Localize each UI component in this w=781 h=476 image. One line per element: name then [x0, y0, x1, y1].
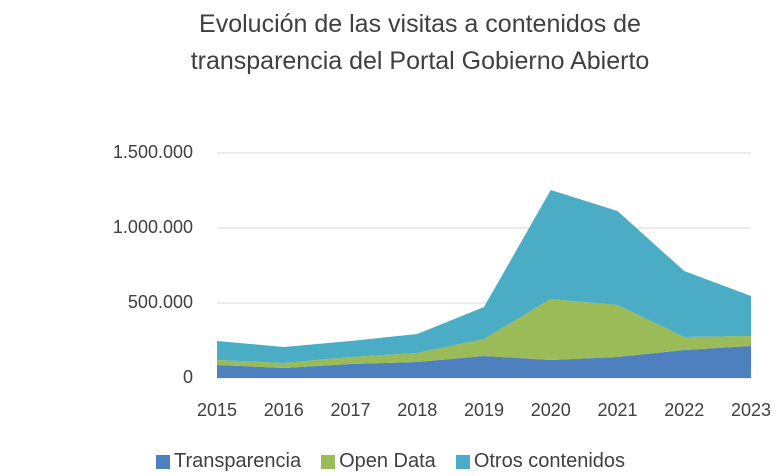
- legend-label: Open Data: [339, 450, 436, 472]
- legend-swatch: [455, 454, 470, 469]
- x-tick-label: 2021: [597, 400, 637, 420]
- y-tick-label: 500.000: [128, 292, 193, 312]
- x-tick-label: 2017: [330, 400, 370, 420]
- x-tick-label: 2023: [731, 400, 771, 420]
- x-tick-label: 2018: [397, 400, 437, 420]
- legend-item: Open Data: [321, 450, 436, 473]
- x-tick-label: 2020: [531, 400, 571, 420]
- y-tick-label: 1.000.000: [113, 217, 193, 237]
- x-tick-label: 2016: [264, 400, 304, 420]
- legend-item: Otros contenidos: [455, 450, 626, 473]
- x-tick-label: 2015: [197, 400, 237, 420]
- area: [217, 190, 751, 363]
- x-tick-label: 2019: [464, 400, 504, 420]
- y-tick-label: 1.500.000: [113, 142, 193, 162]
- legend-item: Transparencia: [155, 450, 302, 473]
- area: [217, 346, 751, 378]
- legend-label: Otros contenidos: [473, 450, 626, 472]
- area: [217, 298, 751, 368]
- y-tick-label: 0: [183, 367, 193, 387]
- legend-swatch: [155, 454, 170, 469]
- legend-label: Transparencia: [173, 450, 302, 472]
- chart-title: Evolución de las visitas a contenidos de…: [190, 10, 650, 75]
- legend-swatch: [321, 454, 336, 469]
- plot: 0 500.000 1.000.000 1.500.000 2015 2016 2017 20…: [113, 142, 771, 420]
- x-tick-label: 2022: [664, 400, 704, 420]
- legend: Transparencia Open Data Otros contenidos: [0, 450, 781, 473]
